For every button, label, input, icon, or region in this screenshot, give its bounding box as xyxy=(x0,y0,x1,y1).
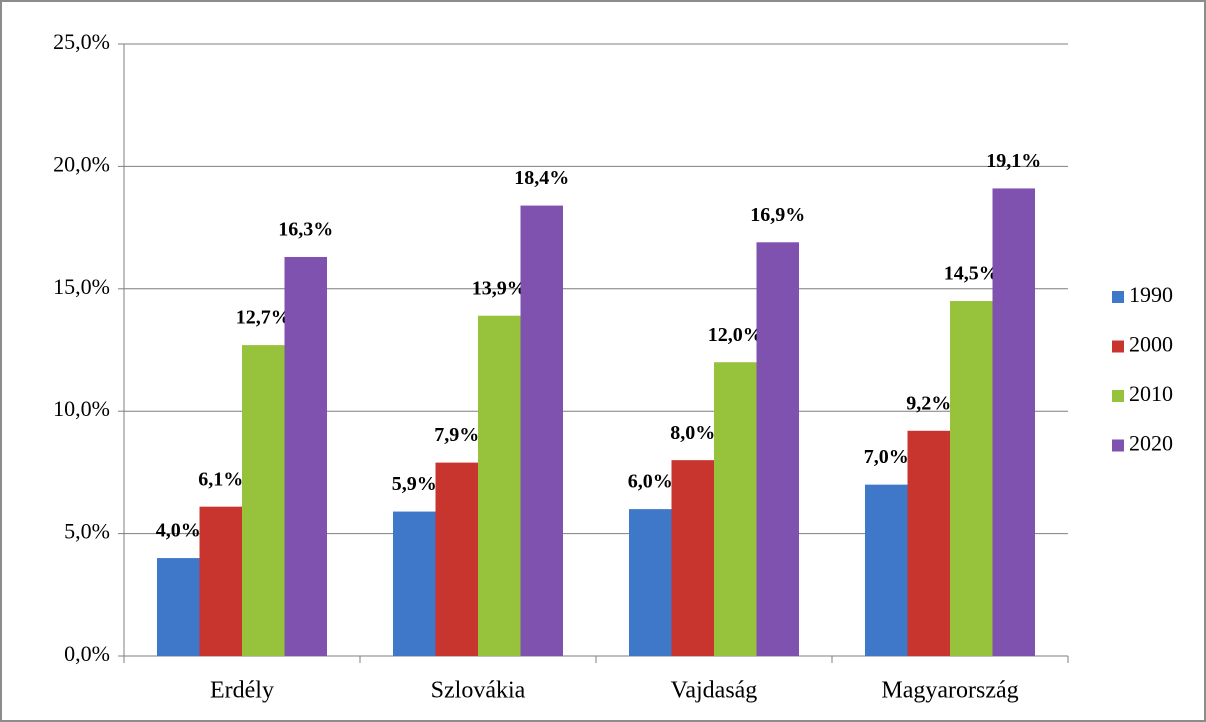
data-label: 16,3% xyxy=(278,219,333,241)
data-label: 16,9% xyxy=(750,204,805,226)
legend-swatch xyxy=(1112,340,1124,353)
y-tick-label: 20,0% xyxy=(53,151,110,176)
legend-label: 2000 xyxy=(1129,332,1173,357)
data-label: 12,7% xyxy=(236,307,291,329)
bar xyxy=(629,509,672,656)
bar xyxy=(478,315,521,656)
data-label: 12,0% xyxy=(708,324,763,346)
bar xyxy=(242,345,285,656)
bar xyxy=(435,462,478,656)
legend-label: 2010 xyxy=(1129,381,1173,406)
bar xyxy=(199,506,242,656)
data-label: 6,1% xyxy=(198,468,243,490)
data-label: 9,2% xyxy=(906,392,951,414)
legend-label: 1990 xyxy=(1129,282,1173,307)
y-tick-label: 25,0% xyxy=(53,29,110,54)
bar xyxy=(157,558,200,656)
data-label: 7,0% xyxy=(864,446,909,468)
bar xyxy=(907,430,950,656)
legend-swatch xyxy=(1112,390,1124,402)
x-tick-label: Erdély xyxy=(210,678,274,704)
bar xyxy=(520,205,563,656)
data-label: 13,9% xyxy=(472,277,527,299)
bar xyxy=(284,256,327,656)
data-label: 18,4% xyxy=(514,167,569,189)
bar xyxy=(671,460,714,656)
data-label: 5,9% xyxy=(392,473,437,495)
data-label: 14,5% xyxy=(944,263,999,285)
data-label: 7,9% xyxy=(434,424,479,446)
bar xyxy=(865,484,908,656)
y-tick-label: 5,0% xyxy=(64,519,110,544)
bar xyxy=(992,188,1035,656)
y-tick-label: 15,0% xyxy=(53,274,110,299)
data-label: 4,0% xyxy=(156,520,201,542)
data-label: 8,0% xyxy=(670,422,715,444)
x-tick-label: Szlovákia xyxy=(431,678,526,704)
legend-swatch xyxy=(1112,291,1124,303)
data-label: 6,0% xyxy=(628,471,673,493)
bar xyxy=(393,511,436,656)
x-tick-label: Vajdaság xyxy=(671,678,758,704)
y-tick-label: 0,0% xyxy=(64,641,110,666)
legend-label: 2020 xyxy=(1129,431,1173,456)
bar xyxy=(756,242,799,656)
y-tick-label: 10,0% xyxy=(53,396,110,421)
x-tick-label: Magyarország xyxy=(881,678,1018,704)
legend-swatch xyxy=(1112,439,1124,452)
data-label: 19,1% xyxy=(986,150,1041,172)
bar xyxy=(950,301,993,656)
bar xyxy=(714,362,757,656)
